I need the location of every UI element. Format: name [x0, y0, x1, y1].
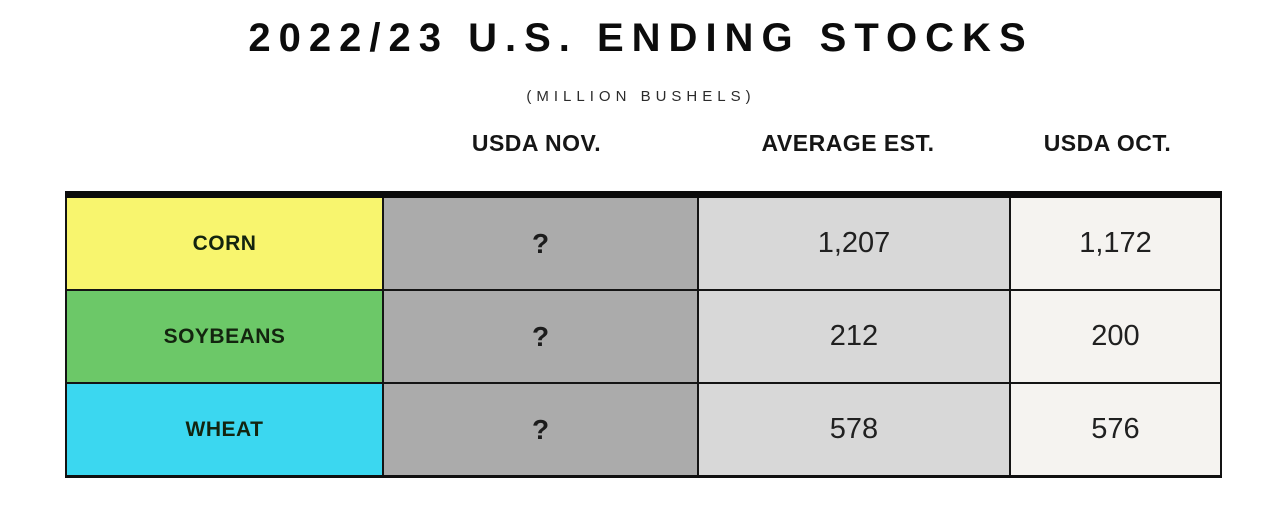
page-subtitle: (MILLION BUSHELS)	[526, 88, 756, 105]
ending-stocks-table: CORN ? 1,207 1,172 SOYBEANS ? 212 200 WH…	[65, 191, 1222, 478]
commodity-cell-wheat: WHEAT	[65, 382, 384, 478]
table-row-corn: CORN ? 1,207 1,172	[65, 193, 1222, 291]
column-header-spacer	[65, 130, 380, 157]
average-est-cell-soybeans: 212	[697, 289, 1011, 384]
column-header-average-est: AVERAGE EST.	[761, 130, 935, 156]
column-header-row: USDA NOV. AVERAGE EST. USDA OCT.	[65, 130, 1212, 157]
usda-oct-cell-corn: 1,172	[1009, 193, 1222, 291]
usda-nov-cell-corn: ?	[382, 193, 699, 291]
usda-oct-cell-soybeans: 200	[1009, 289, 1222, 384]
column-header-usda-nov: USDA NOV.	[471, 130, 602, 156]
usda-nov-cell-wheat: ?	[382, 382, 699, 478]
commodity-cell-corn: CORN	[65, 193, 384, 291]
commodity-cell-soybeans: SOYBEANS	[65, 289, 384, 384]
table-row-wheat: WHEAT ? 578 576	[65, 382, 1222, 478]
table-row-soybeans: SOYBEANS ? 212 200	[65, 289, 1222, 384]
usda-oct-cell-wheat: 576	[1009, 382, 1222, 478]
usda-nov-cell-soybeans: ?	[382, 289, 699, 384]
column-header-usda-oct: USDA OCT.	[1043, 130, 1172, 156]
average-est-cell-corn: 1,207	[697, 193, 1011, 291]
average-est-cell-wheat: 578	[697, 382, 1011, 478]
page-title: 2022/23 U.S. ENDING STOCKS	[248, 16, 1034, 60]
